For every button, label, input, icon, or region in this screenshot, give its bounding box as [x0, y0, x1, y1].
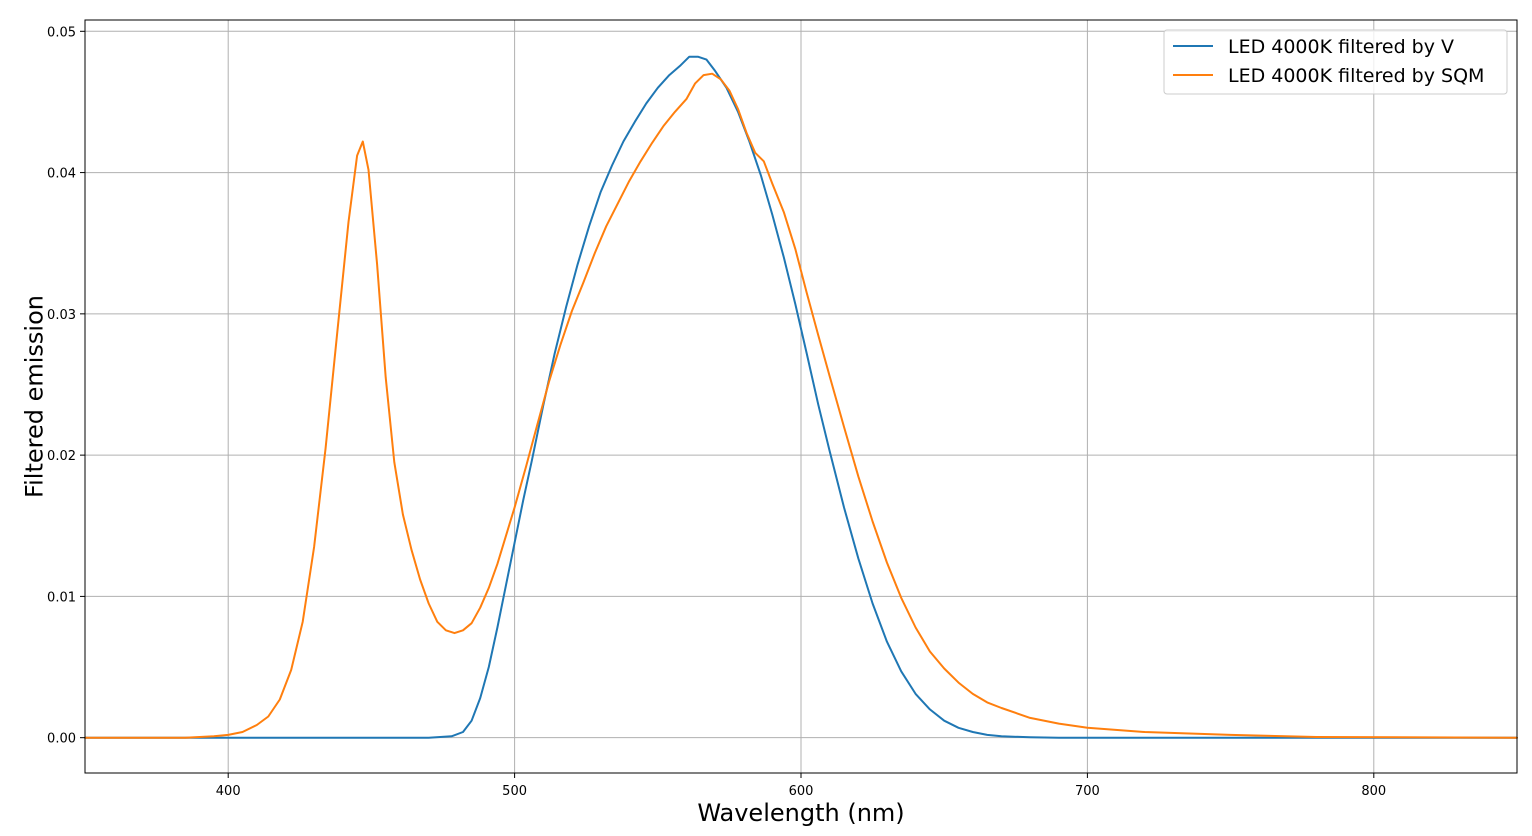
- legend-label-series-v: LED 4000K filtered by V: [1228, 36, 1454, 58]
- y-axis-ticks: 0.00 0.01 0.02 0.03 0.04 0.05: [47, 25, 85, 747]
- y-tick-label: 0.02: [47, 449, 76, 464]
- series-lines: [84, 55, 1518, 739]
- x-tick-label: 400: [216, 784, 241, 799]
- y-tick-label: 0.03: [47, 308, 76, 323]
- legend-box: [1163, 29, 1508, 95]
- y-tick-label: 0.05: [47, 25, 76, 40]
- legend-label-series-sqm: LED 4000K filtered by SQM: [1228, 65, 1484, 87]
- x-axis-label: Wavelength (nm): [697, 799, 904, 827]
- x-tick-label: 800: [1361, 784, 1386, 799]
- grid-lines: [85, 20, 1517, 773]
- y-axis-label: Filtered emission: [20, 295, 48, 498]
- legend: LED 4000K filtered by V LED 4000K filter…: [1163, 29, 1508, 95]
- y-tick-label: 0.04: [47, 167, 76, 182]
- x-tick-label: 600: [789, 784, 814, 799]
- y-tick-label: 0.01: [47, 590, 76, 605]
- x-axis-ticks: 400 500 600 700 800: [216, 773, 1386, 799]
- x-tick-label: 700: [1075, 784, 1100, 799]
- series-line-sqm: [84, 72, 1518, 739]
- y-tick-label: 0.00: [47, 732, 76, 747]
- x-tick-label: 500: [502, 784, 527, 799]
